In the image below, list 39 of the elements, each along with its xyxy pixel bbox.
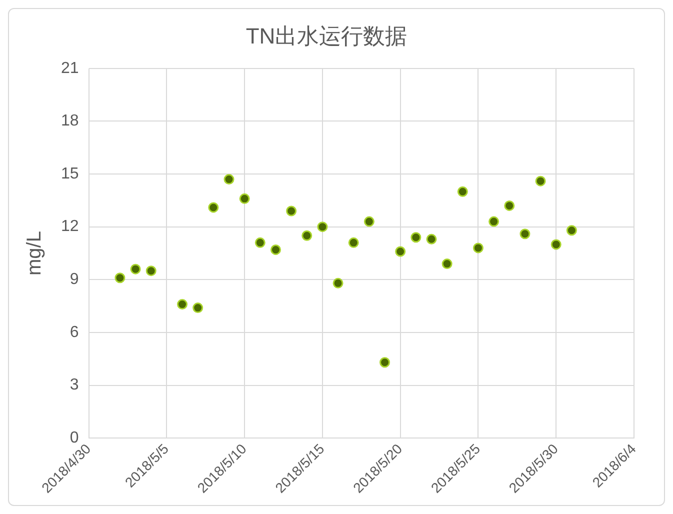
point [254, 237, 266, 248]
y-tick-label: 21 [61, 60, 79, 77]
point [364, 216, 374, 227]
y-tick-label: 6 [70, 324, 79, 341]
point [380, 357, 390, 368]
point [520, 228, 530, 240]
point [348, 237, 359, 248]
point [332, 278, 344, 288]
point [426, 234, 437, 244]
y-tick-label: 12 [61, 218, 79, 236]
point [302, 230, 312, 241]
point [177, 299, 188, 310]
point [114, 272, 126, 284]
point [224, 174, 234, 185]
point [566, 225, 577, 236]
point [130, 264, 141, 274]
point [442, 258, 452, 270]
point [239, 193, 250, 204]
point [286, 206, 297, 216]
point [457, 186, 468, 197]
point [208, 202, 219, 213]
point [410, 232, 422, 243]
point [504, 200, 515, 211]
y-tick-label: 15 [61, 165, 79, 182]
point [488, 216, 500, 227]
point [395, 246, 406, 257]
y-tick-label: 9 [70, 271, 79, 288]
point [535, 176, 546, 186]
point [192, 302, 204, 314]
point [146, 266, 156, 276]
point [472, 242, 484, 254]
y-axis-title: mg/L [24, 231, 46, 276]
chart-title: TN出水运行数据 [246, 23, 408, 48]
y-tick-label: 3 [70, 376, 79, 394]
y-tick-label: 18 [61, 112, 79, 130]
point [550, 239, 562, 250]
point [270, 244, 281, 255]
y-tick-label: 0 [70, 429, 79, 446]
point [317, 222, 328, 232]
